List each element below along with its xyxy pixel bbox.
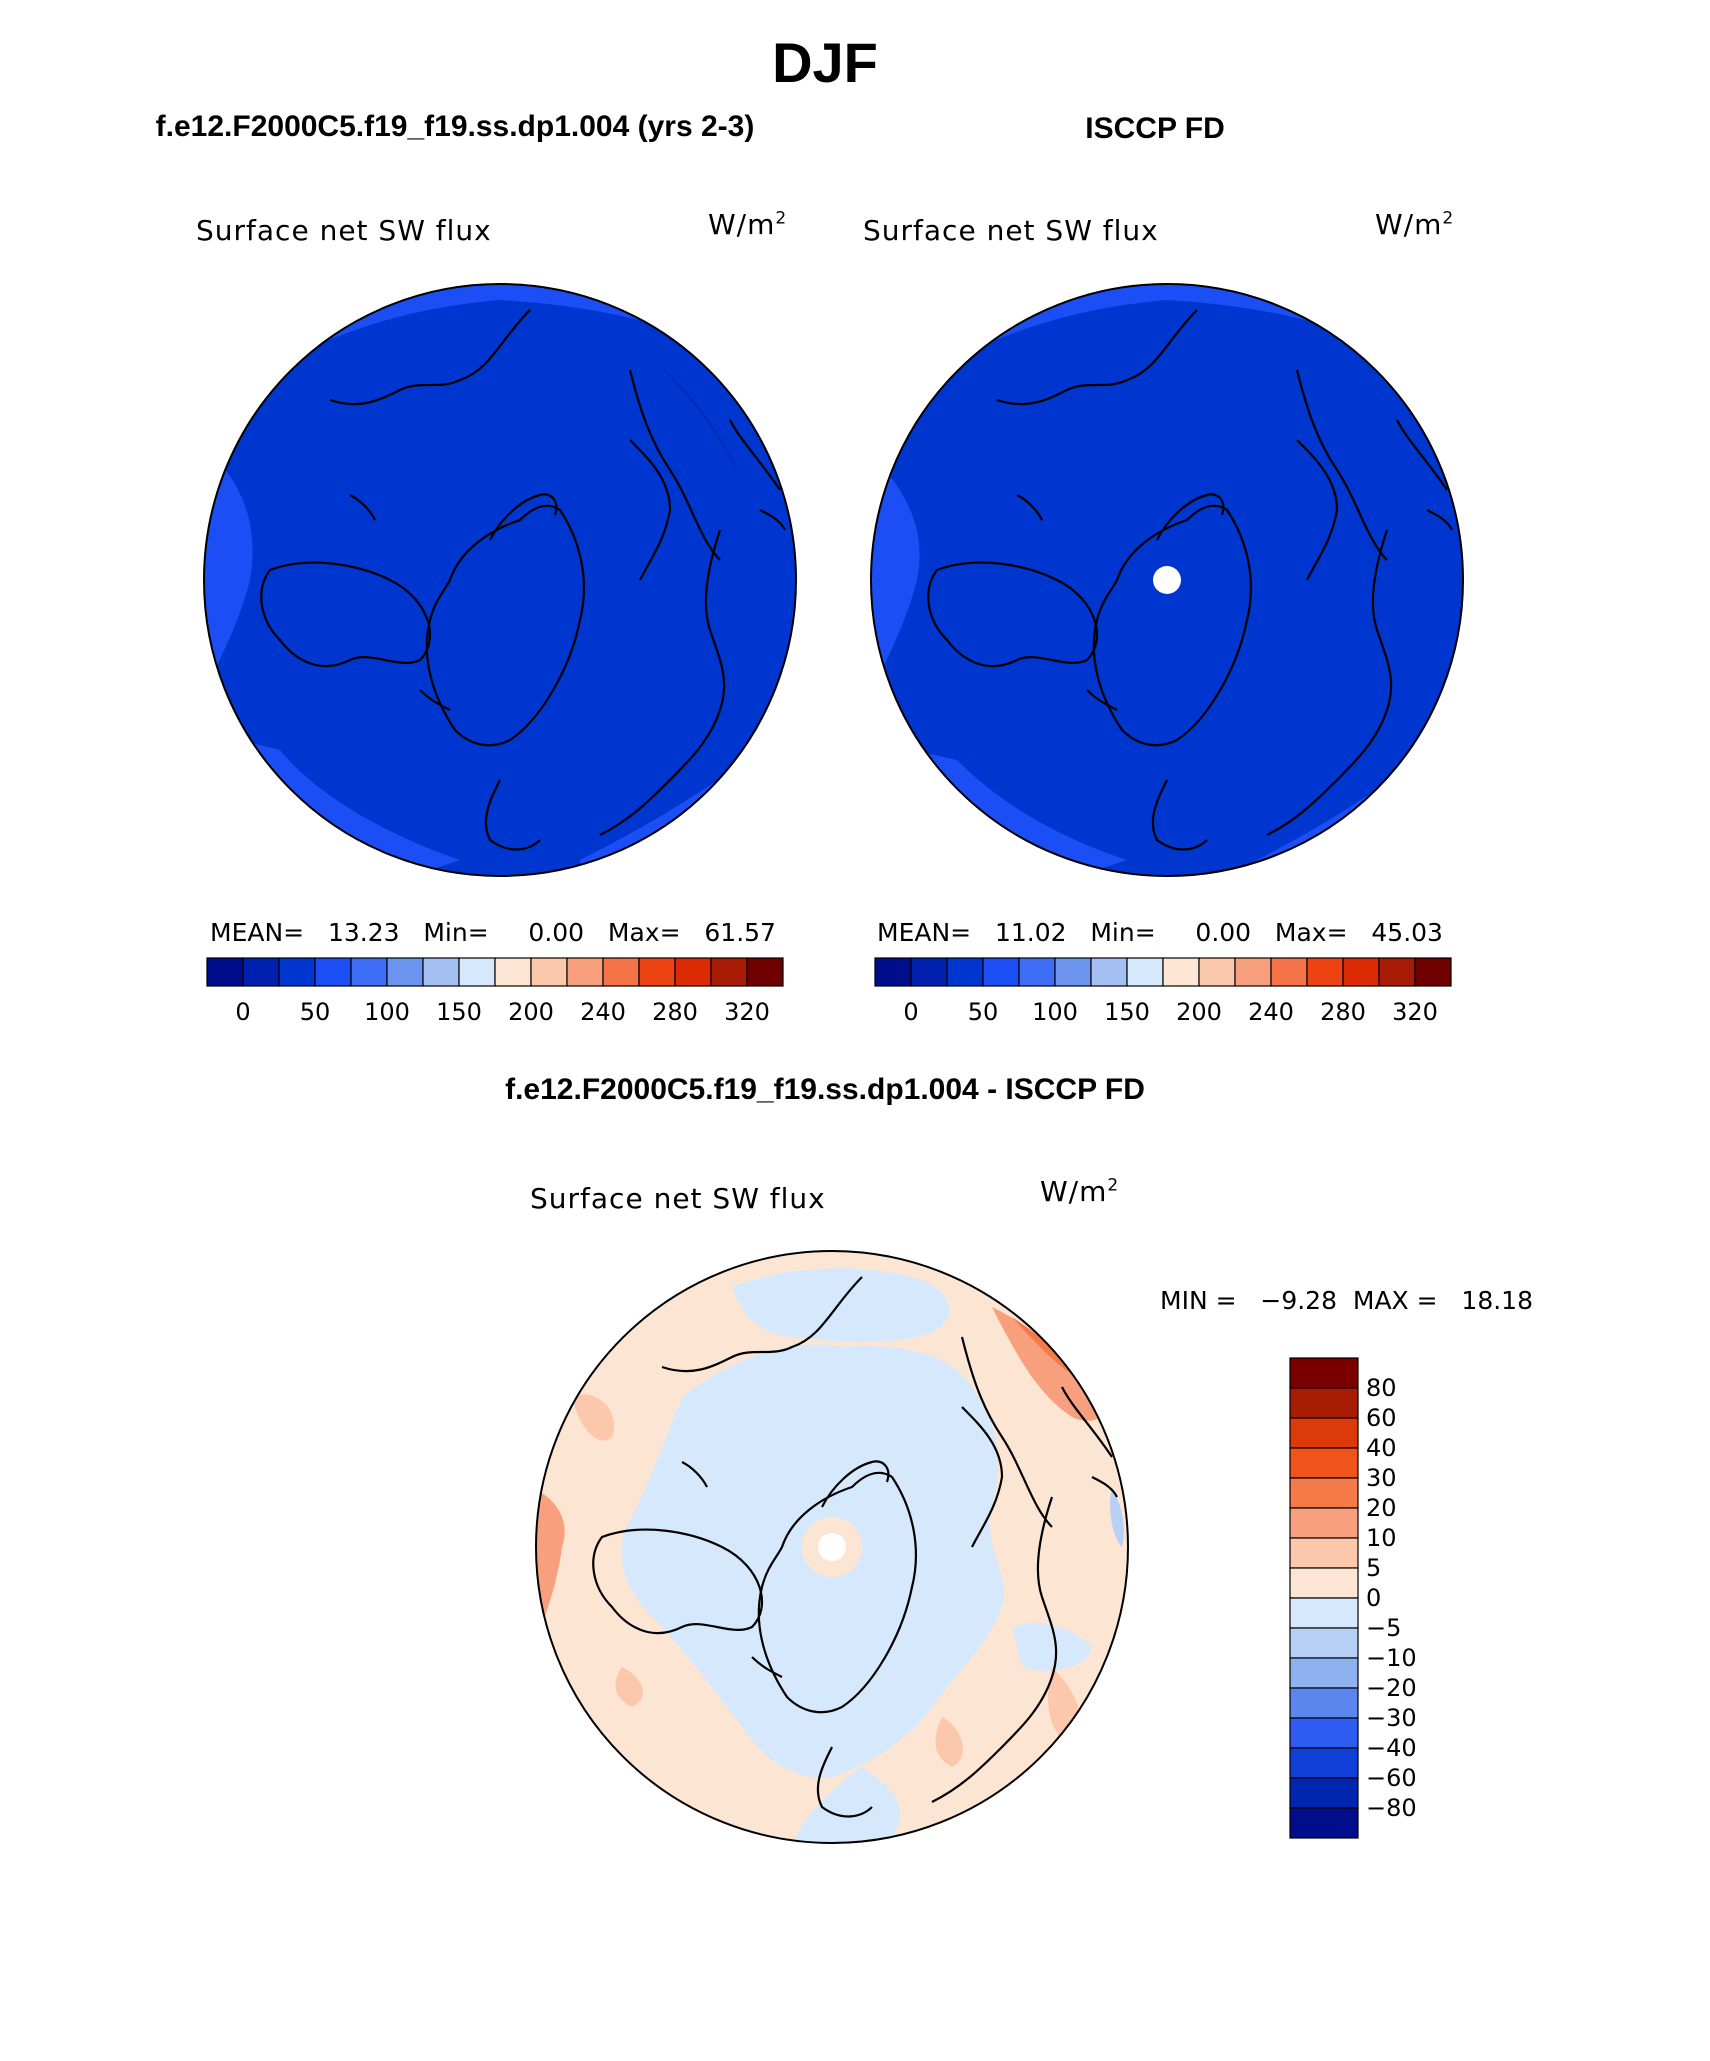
obs-colorbar-tick-label: 50 bbox=[968, 998, 999, 1026]
obs-colorbar-swatch bbox=[1234, 957, 1272, 987]
model-colorbar-tick-label: 200 bbox=[508, 998, 554, 1026]
obs-colorbar-tick-label: 200 bbox=[1176, 998, 1222, 1026]
model-colorbar-swatch bbox=[350, 957, 388, 987]
model-units-label: W/m2 bbox=[708, 208, 788, 241]
obs-colorbar: 0 50 100 150 200 240 280 320 bbox=[874, 957, 1452, 1026]
model-colorbar-swatch bbox=[638, 957, 676, 987]
difference-colorbar-swatch bbox=[1289, 1417, 1359, 1449]
model-colorbar-swatch bbox=[566, 957, 604, 987]
obs-colorbar-swatch bbox=[1126, 957, 1164, 987]
obs-colorbar-tick-label: 240 bbox=[1248, 998, 1294, 1026]
obs-colorbar-swatch bbox=[1090, 957, 1128, 987]
page-title: DJF bbox=[772, 31, 878, 94]
obs-colorbar-swatch bbox=[1162, 957, 1200, 987]
model-colorbar-tick-label: 50 bbox=[300, 998, 331, 1026]
model-colorbar-swatch bbox=[494, 957, 532, 987]
model-colorbar-swatch bbox=[386, 957, 424, 987]
difference-colorbar-swatch bbox=[1289, 1537, 1359, 1569]
difference-units-label: W/m2 bbox=[1040, 1175, 1120, 1208]
difference-colorbar-swatch bbox=[1289, 1507, 1359, 1539]
difference-variable-label: Surface net SW flux bbox=[530, 1182, 826, 1215]
obs-colorbar-swatch bbox=[1054, 957, 1092, 987]
model-polar-map bbox=[203, 283, 797, 877]
obs-stats: MEAN= 11.02 Min= 0.00 Max= 45.03 bbox=[877, 918, 1443, 947]
model-colorbar-swatch bbox=[314, 957, 352, 987]
difference-colorbar-tick-label: 30 bbox=[1366, 1464, 1397, 1492]
difference-colorbar-swatch bbox=[1289, 1357, 1359, 1389]
obs-colorbar-swatch bbox=[874, 957, 912, 987]
difference-colorbar-swatch bbox=[1289, 1657, 1359, 1689]
model-colorbar-tick-label: 0 bbox=[235, 998, 250, 1026]
difference-colorbar-tick-label: −20 bbox=[1366, 1674, 1417, 1702]
difference-colorbar-tick-label: −80 bbox=[1366, 1794, 1417, 1822]
model-colorbar: 0 50 100 150 200 240 280 320 bbox=[206, 957, 784, 1026]
difference-colorbar-swatch bbox=[1289, 1807, 1359, 1839]
difference-colorbar-swatch bbox=[1289, 1597, 1359, 1629]
model-colorbar-swatch bbox=[242, 957, 280, 987]
difference-colorbar-tick-label: 5 bbox=[1366, 1554, 1381, 1582]
obs-colorbar-swatch bbox=[910, 957, 948, 987]
model-colorbar-tick-label: 280 bbox=[652, 998, 698, 1026]
difference-stats: MIN = −9.28 MAX = 18.18 bbox=[1160, 1286, 1533, 1315]
obs-variable-label: Surface net SW flux bbox=[863, 214, 1159, 247]
difference-colorbar-swatch bbox=[1289, 1717, 1359, 1749]
difference-colorbar-tick-label: 0 bbox=[1366, 1584, 1381, 1612]
difference-colorbar-swatch bbox=[1289, 1447, 1359, 1479]
model-colorbar-swatch bbox=[602, 957, 640, 987]
obs-units-label: W/m2 bbox=[1375, 208, 1455, 241]
model-colorbar-tick-label: 100 bbox=[364, 998, 410, 1026]
model-colorbar-tick-label: 150 bbox=[436, 998, 482, 1026]
obs-colorbar-tick-label: 280 bbox=[1320, 998, 1366, 1026]
obs-colorbar-swatch bbox=[1414, 957, 1452, 987]
difference-colorbar-tick-label: −60 bbox=[1366, 1764, 1417, 1792]
model-variable-label: Surface net SW flux bbox=[196, 214, 492, 247]
obs-colorbar-tick-label: 100 bbox=[1032, 998, 1078, 1026]
obs-colorbar-swatch bbox=[1018, 957, 1056, 987]
model-colorbar-tick-label: 320 bbox=[724, 998, 770, 1026]
model-stats: MEAN= 13.23 Min= 0.00 Max= 61.57 bbox=[210, 918, 776, 947]
obs-colorbar-swatch bbox=[1270, 957, 1308, 987]
obs-colorbar-swatch bbox=[1342, 957, 1380, 987]
model-colorbar-swatch bbox=[278, 957, 316, 987]
difference-colorbar-tick-label: −5 bbox=[1366, 1614, 1401, 1642]
obs-panel-header: ISCCP FD bbox=[1085, 112, 1225, 145]
model-colorbar-swatch bbox=[674, 957, 712, 987]
model-colorbar-swatch bbox=[530, 957, 568, 987]
difference-polar-map bbox=[535, 1250, 1129, 1844]
difference-colorbar-tick-label: −10 bbox=[1366, 1644, 1417, 1672]
difference-colorbar-swatch bbox=[1289, 1567, 1359, 1599]
difference-panel-header: f.e12.F2000C5.f19_f19.ss.dp1.004 - ISCCP… bbox=[505, 1073, 1145, 1106]
difference-colorbar-tick-label: 80 bbox=[1366, 1374, 1397, 1402]
obs-colorbar-swatch bbox=[946, 957, 984, 987]
difference-colorbar-swatch bbox=[1289, 1747, 1359, 1779]
model-colorbar-swatch bbox=[746, 957, 784, 987]
difference-colorbar-tick-label: 60 bbox=[1366, 1404, 1397, 1432]
difference-colorbar-swatch bbox=[1289, 1687, 1359, 1719]
difference-colorbar-tick-label: 20 bbox=[1366, 1494, 1397, 1522]
difference-colorbar-tick-label: 40 bbox=[1366, 1434, 1397, 1462]
obs-colorbar-tick-label: 0 bbox=[903, 998, 918, 1026]
model-colorbar-tick-label: 240 bbox=[580, 998, 626, 1026]
obs-colorbar-swatch bbox=[1306, 957, 1344, 987]
difference-colorbar-tick-label: 10 bbox=[1366, 1524, 1397, 1552]
model-panel-header: f.e12.F2000C5.f19_f19.ss.dp1.004 (yrs 2-… bbox=[155, 110, 755, 143]
obs-colorbar-swatch bbox=[982, 957, 1020, 987]
difference-colorbar-swatch bbox=[1289, 1777, 1359, 1809]
difference-colorbar-tick-label: −30 bbox=[1366, 1704, 1417, 1732]
obs-colorbar-tick-label: 320 bbox=[1392, 998, 1438, 1026]
model-colorbar-swatch bbox=[422, 957, 460, 987]
obs-colorbar-tick-label: 150 bbox=[1104, 998, 1150, 1026]
difference-colorbar-swatch bbox=[1289, 1477, 1359, 1509]
difference-colorbar-swatch bbox=[1289, 1387, 1359, 1419]
obs-polar-map bbox=[870, 283, 1464, 877]
model-colorbar-swatch bbox=[710, 957, 748, 987]
difference-colorbar-tick-label: −40 bbox=[1366, 1734, 1417, 1762]
model-colorbar-swatch bbox=[206, 957, 244, 987]
model-colorbar-swatch bbox=[458, 957, 496, 987]
difference-colorbar-swatch bbox=[1289, 1627, 1359, 1659]
obs-colorbar-swatch bbox=[1198, 957, 1236, 987]
obs-colorbar-swatch bbox=[1378, 957, 1416, 987]
